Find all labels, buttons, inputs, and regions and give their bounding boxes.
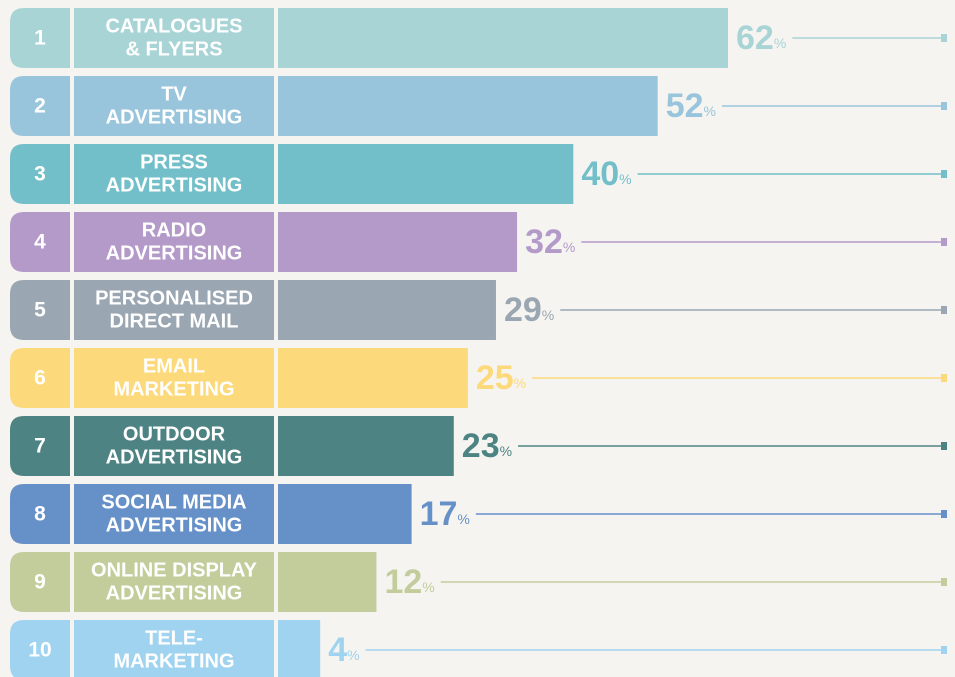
leader-end <box>941 646 947 654</box>
value-label: 32% <box>525 223 575 261</box>
leader-end <box>941 102 947 110</box>
bar <box>278 8 728 68</box>
rank-cell <box>10 8 70 68</box>
category-label: OUTDOOR <box>123 423 226 445</box>
bar <box>278 348 468 408</box>
leader-end <box>941 578 947 586</box>
rank: 6 <box>34 367 46 390</box>
value-label: 62% <box>736 19 786 57</box>
category-label: CATALOGUES <box>105 15 242 37</box>
bar <box>278 144 574 204</box>
rank-cell <box>10 484 70 544</box>
label-cell <box>74 212 274 272</box>
category-label: EMAIL <box>143 355 205 377</box>
category-label: ADVERTISING <box>106 582 243 604</box>
label-cell <box>74 416 274 476</box>
category-label: & FLYERS <box>125 38 222 60</box>
value-label: 25% <box>476 359 526 397</box>
rank-cell <box>10 416 70 476</box>
leader-end <box>941 442 947 450</box>
category-label: ADVERTISING <box>106 446 243 468</box>
rank: 5 <box>34 299 46 322</box>
leader-end <box>941 170 947 178</box>
label-cell <box>74 348 274 408</box>
label-cell <box>74 144 274 204</box>
rank: 4 <box>34 231 46 254</box>
category-label: ADVERTISING <box>106 174 243 196</box>
category-label: MARKETING <box>113 378 234 400</box>
bar <box>278 280 496 340</box>
rank-cell <box>10 620 70 677</box>
rank: 9 <box>34 571 46 594</box>
category-label: PERSONALISED <box>95 287 253 309</box>
category-label: TV <box>161 83 187 105</box>
rank: 10 <box>28 639 51 662</box>
value-label: 17% <box>420 495 470 533</box>
category-label: MARKETING <box>113 650 234 672</box>
rank: 8 <box>34 503 46 526</box>
category-label: RADIO <box>142 219 206 241</box>
value-label: 29% <box>504 291 554 329</box>
leader-end <box>941 510 947 518</box>
category-label: DIRECT MAIL <box>110 310 239 332</box>
value-label: 40% <box>581 155 631 193</box>
label-cell <box>74 620 274 677</box>
label-cell <box>74 552 274 612</box>
label-cell <box>74 280 274 340</box>
label-cell <box>74 484 274 544</box>
rank-cell <box>10 552 70 612</box>
value-label: 23% <box>462 427 512 465</box>
rank-cell <box>10 280 70 340</box>
leader-end <box>941 34 947 42</box>
rank: 7 <box>34 435 46 458</box>
rank-cell <box>10 348 70 408</box>
category-label: ONLINE DISPLAY <box>91 559 258 581</box>
bar <box>278 76 658 136</box>
rank-cell <box>10 76 70 136</box>
value-label: 12% <box>384 563 434 601</box>
leader-end <box>941 306 947 314</box>
category-label: SOCIAL MEDIA <box>101 491 246 513</box>
value-label: 52% <box>666 87 716 125</box>
bar <box>278 620 321 677</box>
category-label: PRESS <box>140 151 208 173</box>
label-cell <box>74 76 274 136</box>
leader-end <box>941 374 947 382</box>
rank-cell <box>10 144 70 204</box>
rank: 3 <box>34 163 46 186</box>
category-label: TELE- <box>145 627 203 649</box>
rank-cell <box>10 212 70 272</box>
rank: 1 <box>34 27 46 50</box>
category-label: ADVERTISING <box>106 242 243 264</box>
category-label: ADVERTISING <box>106 106 243 128</box>
bar <box>278 212 518 272</box>
rank: 2 <box>34 95 46 118</box>
bar <box>278 484 412 544</box>
bar <box>278 416 454 476</box>
bar <box>278 552 377 612</box>
value-label: 4% <box>328 631 359 669</box>
leader-end <box>941 238 947 246</box>
label-cell <box>74 8 274 68</box>
category-label: ADVERTISING <box>106 514 243 536</box>
